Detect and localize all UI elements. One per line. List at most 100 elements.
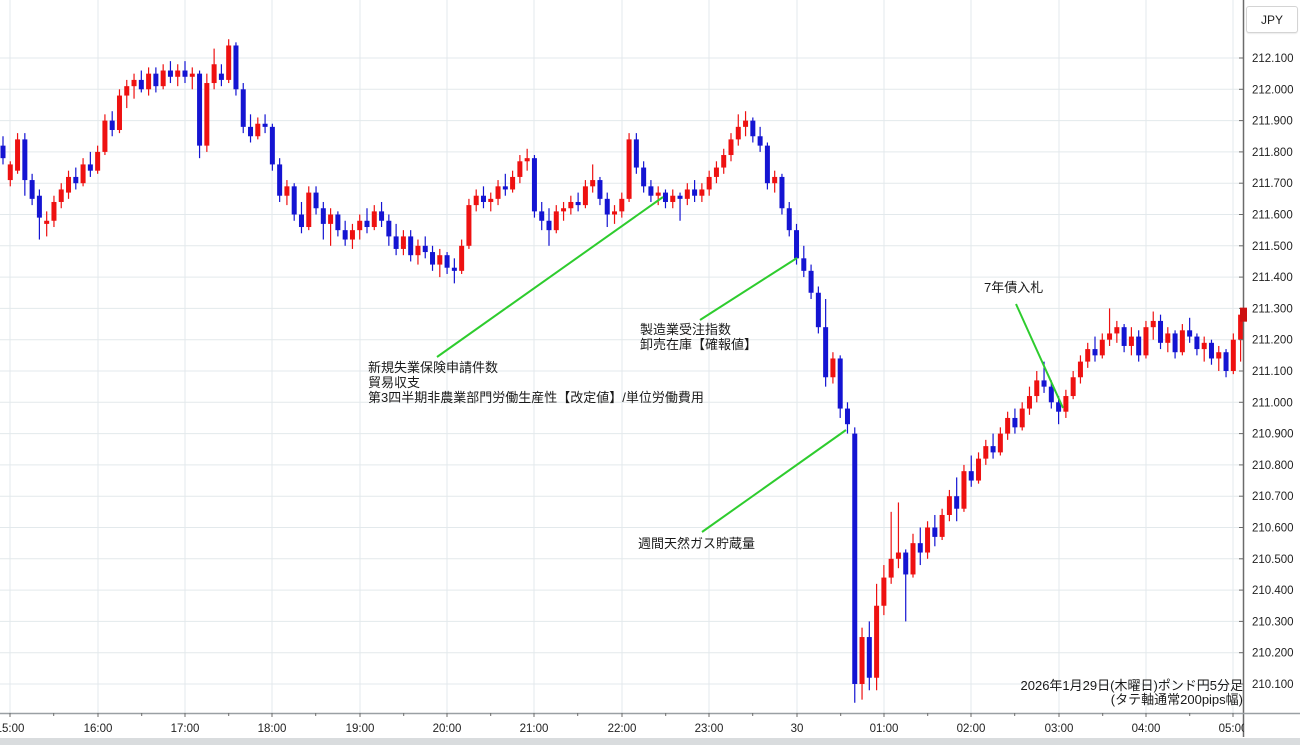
candle [531, 155, 537, 218]
candle [939, 508, 945, 541]
candle [801, 245, 807, 278]
candle [881, 565, 887, 616]
candle [80, 158, 86, 187]
candle-body [524, 158, 530, 162]
candle-body [859, 637, 865, 684]
candle-body [415, 245, 421, 256]
time-axis-label: 19:00 [346, 723, 375, 735]
candle-body [204, 83, 210, 146]
candle-body [895, 552, 901, 559]
candle-body [1099, 339, 1105, 356]
chart-footer-note: 2026年1月29日(木曜日)ポンド円5分足 (タテ軸通常200pips幅) [1021, 679, 1244, 707]
candle-body [604, 198, 610, 215]
candle-body [815, 292, 821, 328]
candle [422, 236, 428, 259]
candle-body [517, 161, 523, 177]
candle [662, 189, 668, 209]
event-pointer-line [1015, 303, 1064, 409]
candle-body [721, 155, 727, 168]
candle [29, 173, 35, 206]
price-axis-label: 211.500 [1252, 241, 1293, 253]
candle-body [393, 236, 399, 249]
candle-body [597, 180, 603, 199]
candle [306, 186, 312, 231]
candle [22, 133, 28, 196]
candle [510, 170, 516, 193]
candle [1005, 411, 1011, 440]
candle [692, 180, 698, 202]
candle-body [182, 70, 188, 77]
candle [808, 264, 814, 300]
candle [1048, 380, 1054, 409]
candle [58, 183, 64, 209]
candle [903, 549, 909, 622]
candle-body [1063, 396, 1069, 412]
candle [0, 136, 6, 165]
annotation-natural-gas-storage: 週間天然ガス貯蔵量 [638, 536, 755, 551]
candle-body [51, 201, 57, 221]
candle-body [903, 552, 909, 575]
candle [721, 148, 727, 174]
candle [844, 402, 850, 434]
candle [1077, 355, 1083, 384]
candle [109, 111, 115, 137]
candle-body [976, 458, 982, 481]
candle-body [1019, 408, 1025, 428]
candle-body [794, 230, 800, 259]
candle-body [0, 145, 6, 159]
candle-body [844, 408, 850, 425]
candle-body [1136, 336, 1142, 356]
currency-label: JPY [1260, 12, 1283, 27]
candle-body [779, 176, 785, 209]
price-axis-label: 212.000 [1252, 84, 1294, 96]
candle-body [306, 192, 312, 228]
candle [459, 239, 465, 274]
bottom-scrollbar-strip[interactable] [0, 738, 1300, 745]
time-axis-label: 20:00 [433, 723, 462, 735]
annotation-7yr-note-auction: 7年債入札 [984, 280, 1043, 295]
candle [750, 117, 756, 143]
price-axis-label: 211.800 [1252, 147, 1293, 159]
candle-body [1048, 386, 1054, 403]
candle-body [29, 180, 35, 199]
candle-body [1128, 336, 1134, 346]
candle-body [830, 358, 836, 378]
candle [1187, 317, 1193, 343]
price-axis-label: 210.100 [1252, 679, 1294, 691]
candle [582, 180, 588, 209]
time-axis-label: 04:00 [1132, 723, 1161, 735]
currency-label-box[interactable]: JPY [1246, 6, 1298, 33]
candle-body [968, 471, 974, 481]
plot-area[interactable] [0, 39, 1244, 703]
candle-body [1172, 333, 1178, 353]
candle [539, 201, 545, 231]
candle [408, 230, 414, 262]
candle-body [641, 167, 647, 187]
candle [1056, 396, 1062, 425]
candle [320, 201, 326, 240]
time-axis-label: 30 [791, 723, 804, 735]
candle [779, 173, 785, 215]
candle-body [1012, 417, 1018, 428]
candle-body [379, 211, 385, 221]
candle [553, 205, 559, 234]
candle-body [1165, 333, 1171, 343]
candle-body [568, 201, 574, 209]
price-axis-label: 211.200 [1252, 335, 1293, 347]
candle [684, 183, 690, 206]
candle [386, 214, 392, 246]
candle-body [1056, 402, 1062, 412]
candle [1143, 320, 1149, 359]
annotation-line: 卸売在庫【確報値】 [640, 337, 758, 352]
candle-body [990, 446, 996, 453]
annotation-line: 製造業受注指数 [640, 322, 732, 337]
candle-body [626, 139, 632, 199]
candle-body [655, 192, 661, 196]
price-axis-label: 212.100 [1252, 53, 1294, 65]
candle [895, 502, 901, 569]
candle-body [1201, 342, 1207, 350]
candle [517, 155, 523, 184]
candle-body [160, 70, 166, 87]
candle-body [1223, 352, 1229, 371]
